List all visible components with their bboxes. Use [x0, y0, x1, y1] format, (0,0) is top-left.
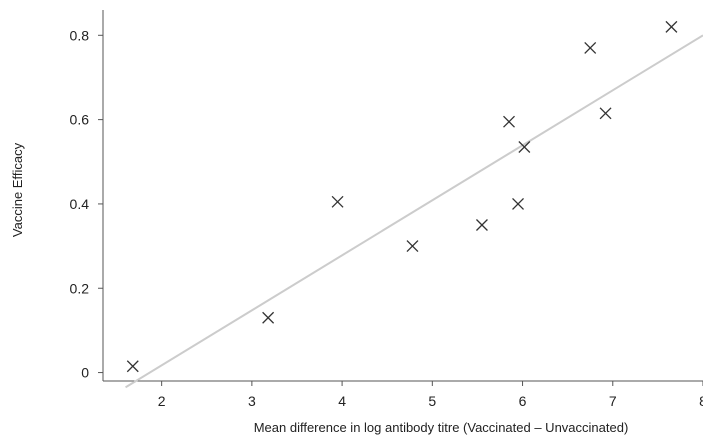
x-tick-label: 8 [699, 393, 703, 409]
regression-line [125, 34, 703, 389]
y-tick-label: 0.4 [70, 196, 90, 212]
x-tick-label: 3 [248, 393, 256, 409]
data-point [599, 107, 612, 120]
data-point [518, 141, 531, 153]
x-ticks: 2 3 4 5 6 7 8 [158, 381, 703, 409]
data-points [126, 20, 678, 373]
x-axis-label: Mean difference in log antibody titre (V… [254, 420, 629, 435]
axes [102, 10, 703, 382]
x-tick-label: 4 [338, 393, 346, 409]
data-point [584, 41, 597, 54]
y-tick-label: 0.8 [70, 27, 90, 43]
data-point [262, 311, 275, 324]
x-tick-label: 7 [609, 393, 617, 409]
y-axis-label: Vaccine Efficacy [10, 142, 25, 237]
data-point [475, 219, 488, 231]
data-point [512, 197, 524, 210]
y-tick-label: 0.6 [70, 112, 90, 128]
x-tick-label: 2 [158, 393, 166, 409]
data-point [331, 195, 344, 208]
data-point [126, 360, 139, 373]
y-tick-label: 0.2 [70, 280, 90, 296]
y-tick-label: 0 [81, 365, 89, 381]
data-point [406, 240, 419, 253]
x-tick-label: 6 [519, 393, 527, 409]
y-ticks: 0 0.2 0.4 0.6 0.8 [70, 27, 103, 381]
x-tick-label: 5 [428, 393, 436, 409]
data-point [665, 20, 678, 33]
data-point [503, 115, 515, 128]
